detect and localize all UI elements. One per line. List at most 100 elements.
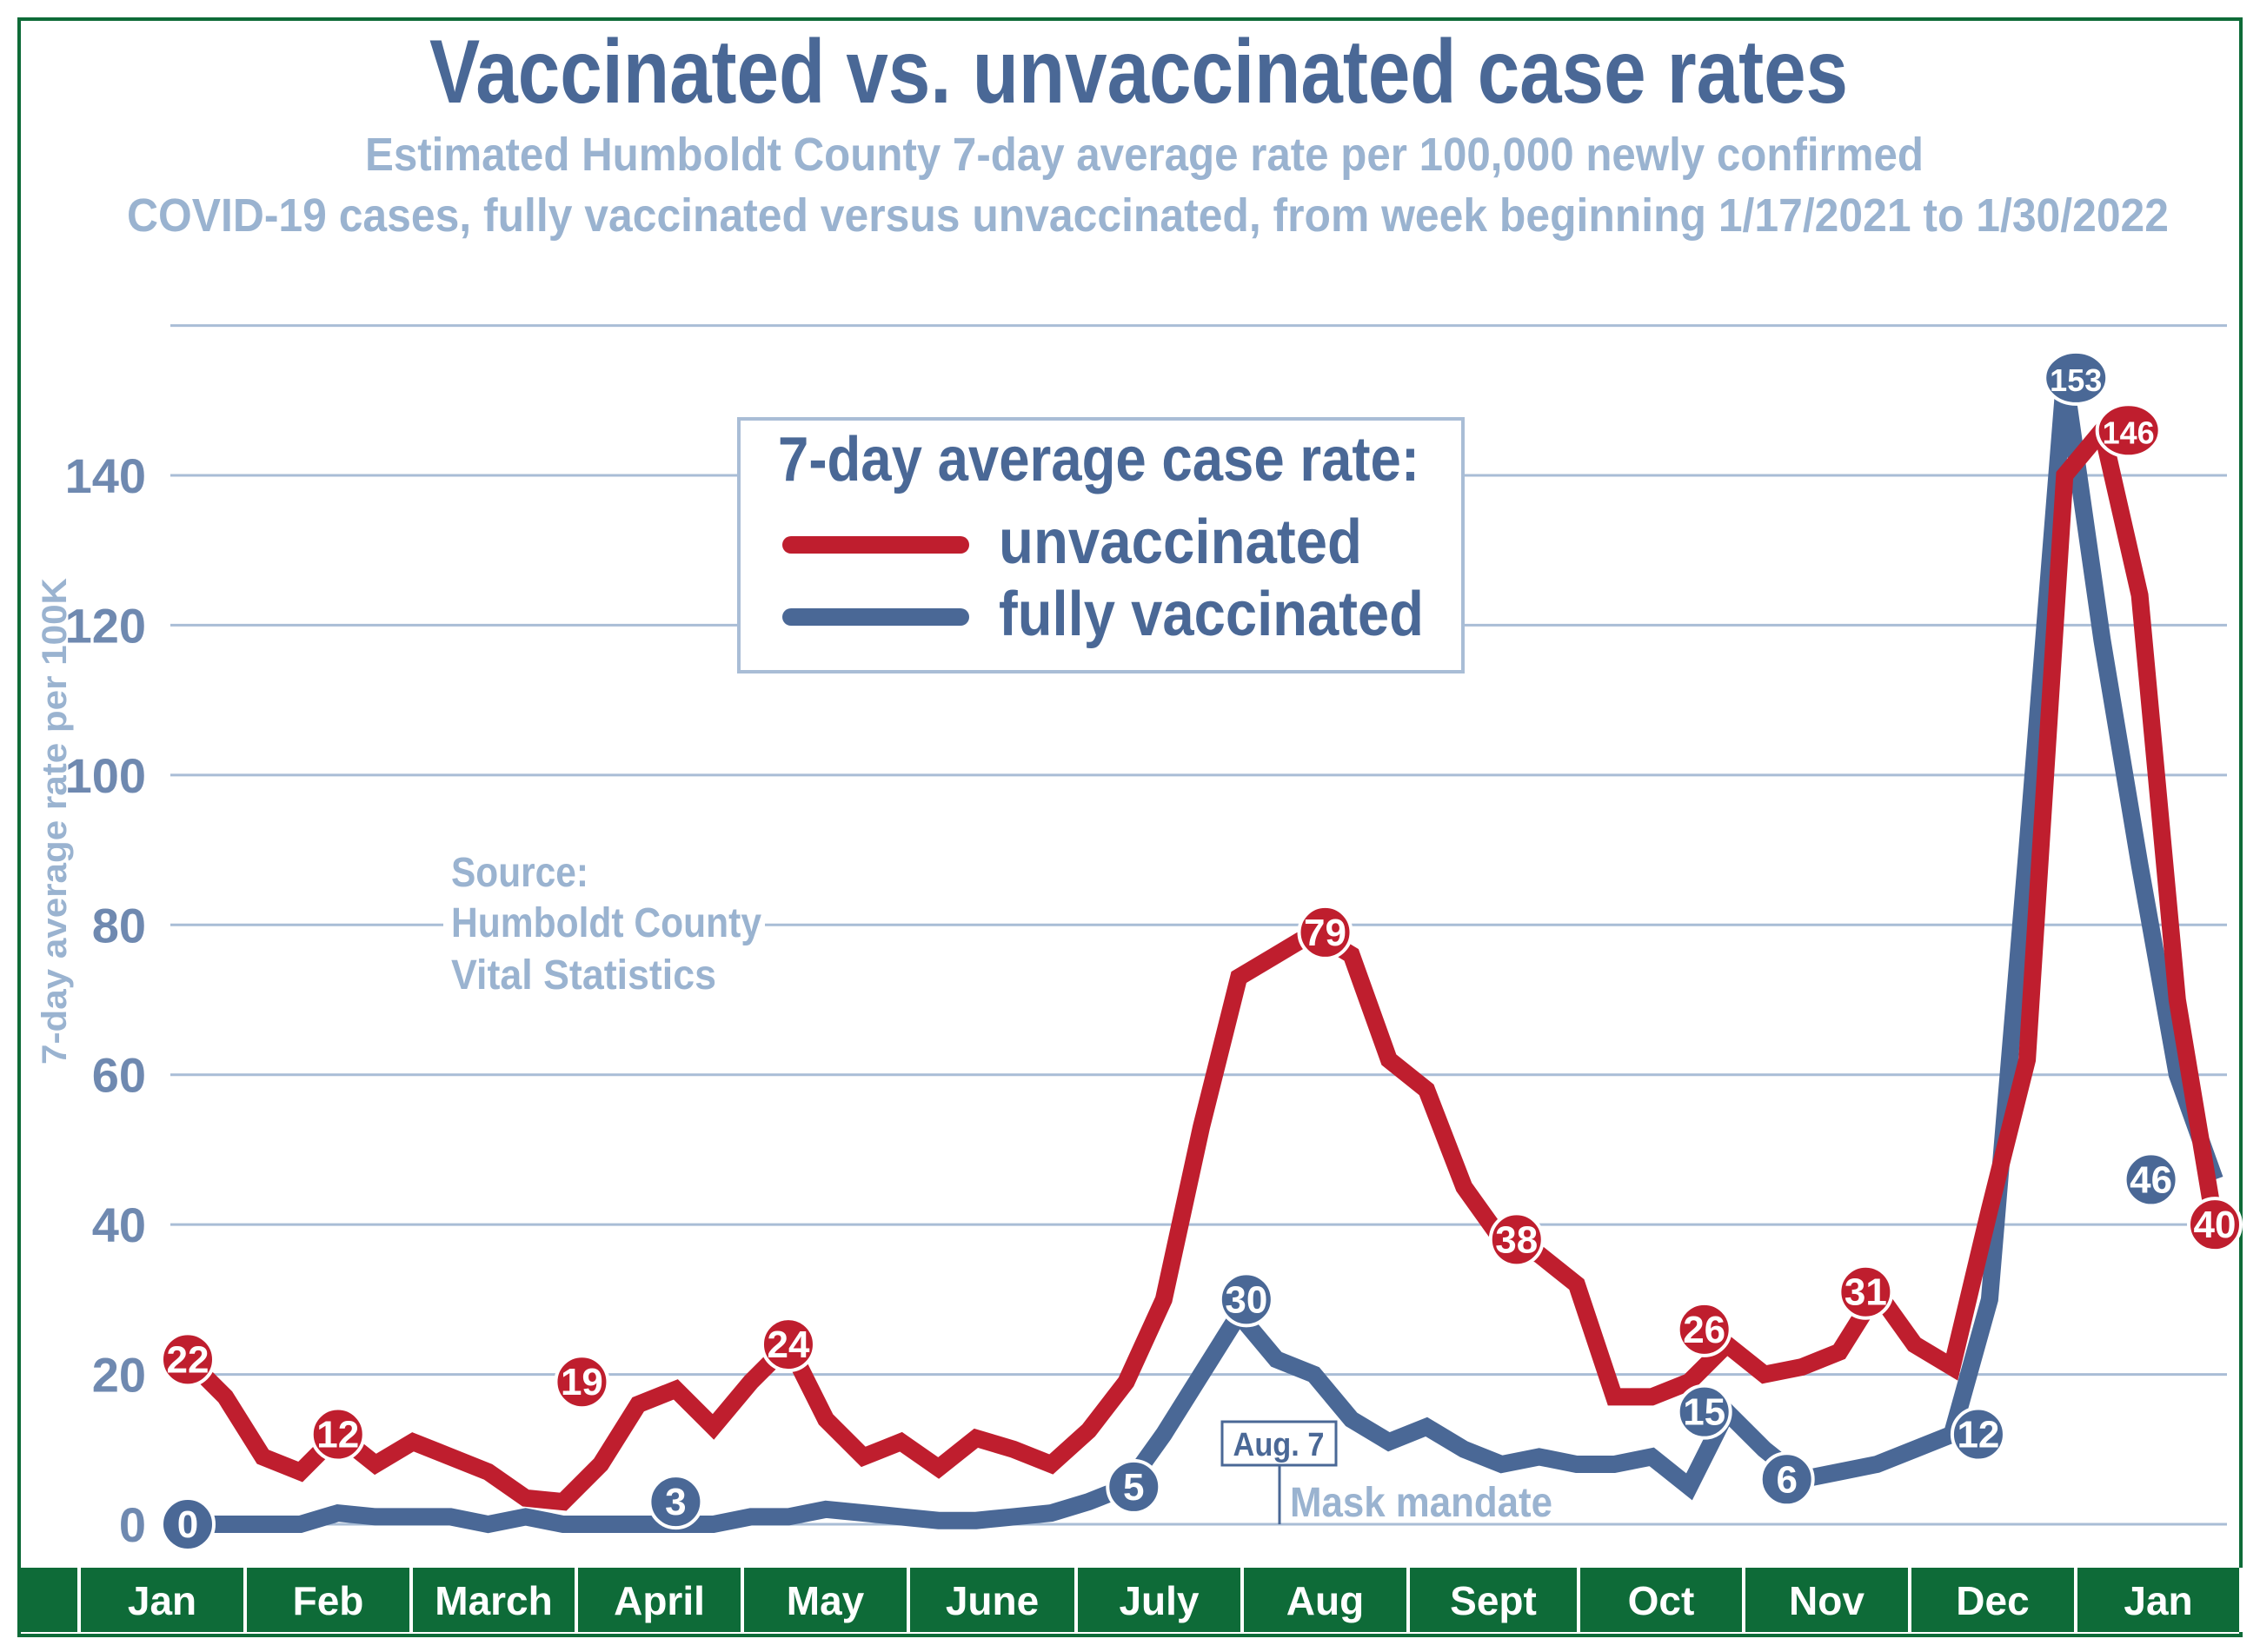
data-label-marker [309, 1406, 366, 1463]
month-label: June [946, 1578, 1039, 1623]
data-label-marker [2187, 1197, 2243, 1253]
month-label: Dec [1956, 1578, 2029, 1623]
series-line-fully-vaccinated [188, 376, 2223, 1534]
data-label-marker [1676, 1301, 1732, 1357]
month-label: April [614, 1578, 705, 1623]
legend: 7-day average case rate: unvaccinated fu… [737, 417, 1465, 673]
month-label: Sept [1450, 1578, 1537, 1623]
data-label-text: 5 [1123, 1466, 1144, 1509]
data-label-marker [1106, 1458, 1162, 1515]
data-label: 30 [1218, 1271, 1274, 1328]
data-label-marker [1758, 1451, 1815, 1508]
mask-mandate-text: Mask mandate [1290, 1480, 1552, 1526]
legend-title: 7-day average case rate: [778, 425, 1419, 494]
chart-subtitle-line-2: COVID-19 cases, fully vaccinated versus … [127, 189, 2169, 242]
month-label: July [1119, 1578, 1199, 1623]
y-tick-label: 80 [92, 898, 146, 952]
data-label: 5 [1106, 1458, 1162, 1515]
data-labels: 22 12 19 24 79 38 26 31 146 40 0 3 5 30 15 6 12 153 46 [160, 349, 2243, 1552]
data-label: 26 [1676, 1301, 1732, 1357]
data-label-marker [2095, 402, 2162, 459]
data-label-text: 153 [2050, 362, 2102, 398]
data-label-text: 30 [1225, 1278, 1267, 1321]
data-label: 38 [1488, 1211, 1545, 1268]
data-label-text: 146 [2103, 415, 2155, 450]
y-axis-label: 7-day average rate per 100K [36, 578, 74, 1065]
data-label-marker [1218, 1271, 1274, 1328]
data-label-marker [1488, 1211, 1545, 1268]
data-label-text: 40 [2194, 1204, 2237, 1246]
data-label: 31 [1838, 1264, 1894, 1320]
data-label: 3 [648, 1474, 704, 1530]
y-tick-label: 0 [119, 1497, 146, 1552]
y-tick-label: 100 [65, 748, 146, 803]
data-label: 19 [554, 1354, 610, 1410]
y-tick-label: 140 [65, 448, 146, 503]
data-label-text: 12 [1957, 1414, 1999, 1456]
data-label-text: 22 [167, 1338, 209, 1381]
data-label-marker [1838, 1264, 1894, 1320]
source-note: Source: Humboldt County Vital Statistics [443, 850, 765, 998]
month-bar [19, 1568, 2241, 1632]
data-label-text: 38 [1495, 1218, 1538, 1261]
source-line-2: Humboldt County [451, 900, 761, 946]
data-label: 12 [309, 1406, 366, 1463]
data-label-text: 19 [561, 1361, 603, 1403]
data-label: 22 [160, 1331, 216, 1388]
month-label: Jan [128, 1578, 196, 1623]
y-tick-label: 60 [92, 1048, 146, 1103]
chart-subtitle-line-1: Estimated Humboldt County 7-day average … [365, 129, 1924, 181]
data-label-text: 31 [1845, 1271, 1887, 1314]
month-axis: Jan Feb March April May June July Aug Sept Oct Nov… [19, 1568, 2243, 1632]
y-tick-labels: 0 20 40 60 80 100 120 140 [65, 448, 146, 1552]
y-tick-label: 20 [92, 1348, 146, 1403]
data-label: 15 [1676, 1383, 1732, 1440]
y-tick-label: 40 [92, 1198, 146, 1252]
data-label-marker [554, 1354, 610, 1410]
data-label-marker [2123, 1151, 2179, 1208]
data-label: 12 [1950, 1406, 2006, 1463]
data-label: 79 [1297, 904, 1353, 960]
data-label-text: 12 [316, 1414, 359, 1456]
data-label-marker [1950, 1406, 2006, 1463]
mask-mandate-annotation: Aug. 7 Mask mandate [1220, 1420, 1552, 1526]
data-label-text: 0 [177, 1503, 198, 1546]
data-label: 6 [1758, 1451, 1815, 1508]
data-label-text: 15 [1683, 1391, 1725, 1434]
month-label: March [435, 1578, 552, 1623]
data-label-marker [760, 1317, 816, 1373]
data-label-text: 3 [665, 1481, 686, 1523]
month-label: Aug [1286, 1578, 1364, 1623]
data-label: 0 [160, 1496, 216, 1552]
chart-frame [17, 17, 2243, 1637]
month-label: Feb [293, 1578, 364, 1623]
data-label-text: 79 [1304, 912, 1346, 954]
y-tick-label: 120 [65, 598, 146, 653]
data-label: 40 [2187, 1197, 2243, 1253]
data-label-marker [2043, 349, 2110, 406]
mask-mandate-date: Aug. 7 [1233, 1427, 1325, 1463]
data-label-marker [648, 1474, 704, 1530]
month-label: Nov [1789, 1578, 1864, 1623]
data-label-text: 6 [1776, 1458, 1797, 1501]
data-label-marker [1676, 1383, 1732, 1440]
data-label-marker [160, 1496, 216, 1552]
data-label: 146 [2095, 402, 2162, 459]
legend-label-unvaccinated: unvaccinated [999, 508, 1362, 577]
data-label-text: 46 [2130, 1158, 2172, 1201]
month-label: Oct [1628, 1578, 1695, 1623]
month-label: Jan [2124, 1578, 2192, 1623]
month-label: May [787, 1578, 865, 1623]
data-label: 46 [2123, 1151, 2179, 1208]
source-line-1: Source: [451, 850, 588, 896]
source-line-3: Vital Statistics [451, 952, 716, 998]
data-label: 153 [2043, 349, 2110, 406]
data-label: 24 [760, 1317, 816, 1373]
chart-title: Vaccinated vs. unvaccinated case rates [429, 22, 1848, 123]
data-label-marker [160, 1331, 216, 1388]
legend-label-fully-vaccinated: fully vaccinated [999, 580, 1424, 649]
data-label-marker [1297, 904, 1353, 960]
data-label-text: 26 [1683, 1309, 1725, 1351]
data-label-text: 24 [767, 1324, 809, 1366]
